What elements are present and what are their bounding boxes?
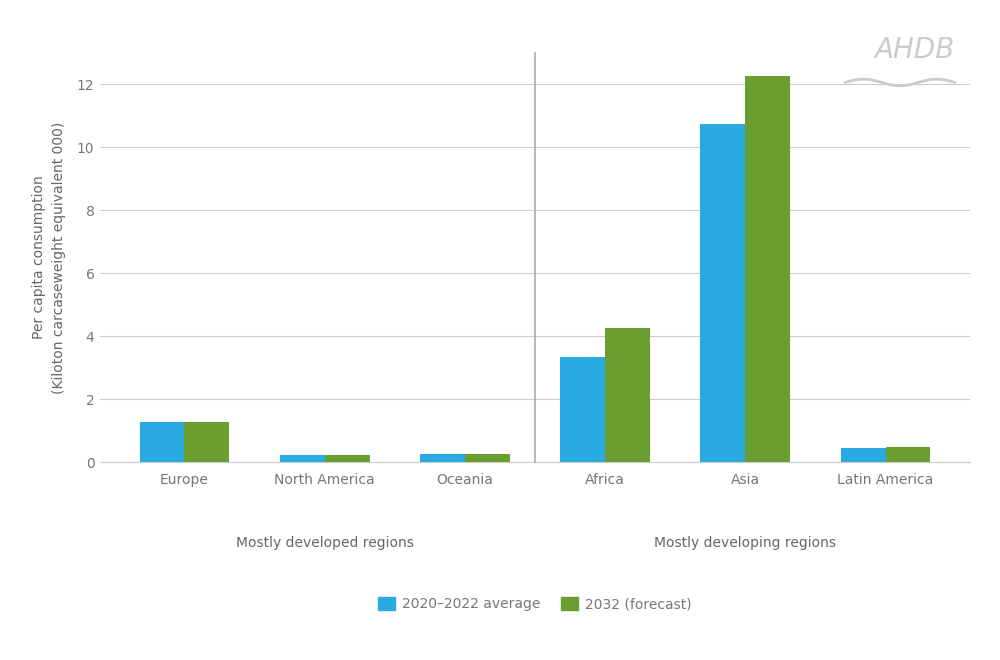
Bar	[420, 454, 465, 462]
Y-axis label: Per capita consumption
(Kiloton carcaseweight equivalent 000): Per capita consumption (Kiloton carcasew…	[32, 121, 66, 393]
Bar	[184, 422, 229, 462]
Bar	[841, 448, 886, 462]
Bar	[325, 455, 370, 462]
Bar	[280, 455, 325, 462]
Text: AHDB: AHDB	[875, 36, 955, 64]
Bar	[140, 422, 184, 462]
Text: Mostly developing regions: Mostly developing regions	[654, 536, 836, 550]
Bar	[700, 123, 745, 462]
Bar	[745, 77, 790, 462]
Text: Mostly developed regions: Mostly developed regions	[236, 536, 414, 550]
Bar	[465, 455, 510, 462]
Legend: 2020–2022 average, 2032 (forecast): 2020–2022 average, 2032 (forecast)	[373, 592, 697, 617]
Bar	[886, 447, 930, 462]
Bar	[605, 328, 650, 462]
Bar	[560, 356, 605, 462]
